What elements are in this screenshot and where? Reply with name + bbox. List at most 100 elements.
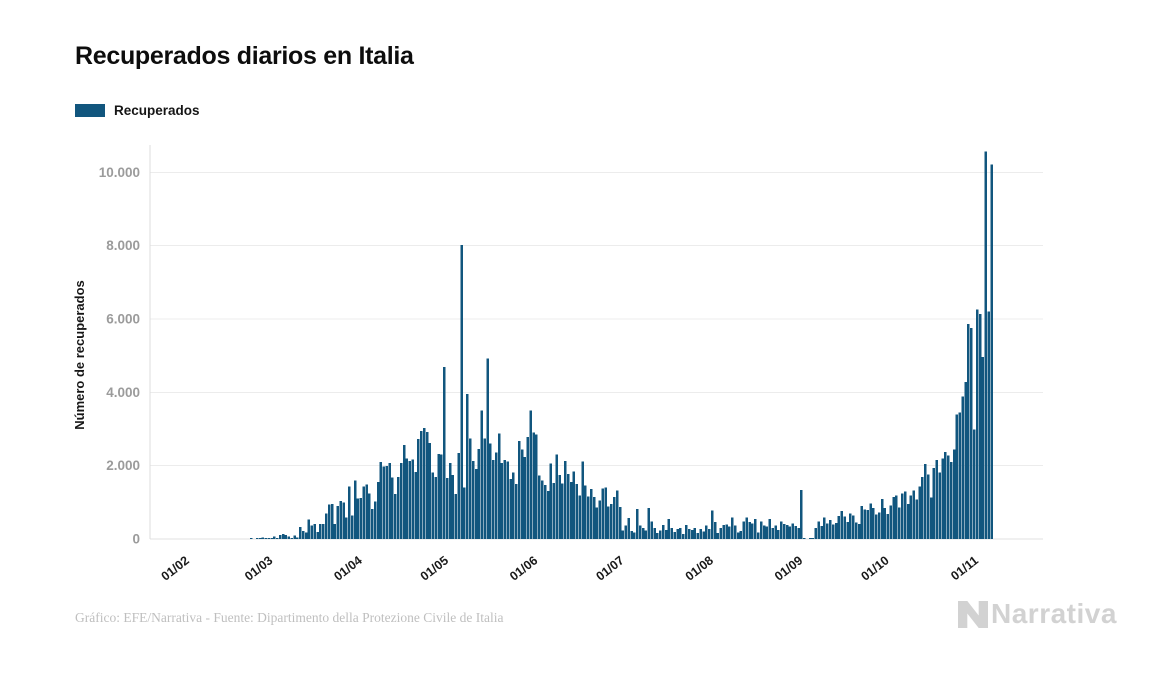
bar [762,525,766,539]
bar [883,508,887,539]
bar [748,521,751,539]
bar [451,475,455,539]
bar [457,452,460,539]
narrativa-logo: Narrativa [958,598,1117,630]
bar [618,507,622,539]
bar [756,532,760,539]
bar [296,537,299,539]
bar [278,534,282,539]
bar [949,462,953,539]
bar [636,508,639,539]
x-tick-label: 01/03 [242,553,275,583]
bar [679,527,682,539]
bar [552,483,556,539]
bar [785,524,789,539]
bar [621,530,625,539]
bar [402,445,406,539]
bar [336,506,340,539]
bar [373,501,377,539]
x-tick-label: 01/10 [858,553,891,583]
x-tick-label: 01/09 [772,553,805,583]
bar [474,469,478,539]
y-tick-label: 10.000 [99,165,140,180]
bar [379,462,383,539]
bar [492,459,495,539]
bar [725,524,728,539]
bar [693,527,697,539]
bar [445,477,449,539]
bar [854,522,858,539]
bar [535,434,538,539]
bar [863,509,867,539]
bar [350,515,354,539]
bar [682,533,685,539]
bar [607,506,610,539]
bar [494,452,498,539]
bar [322,523,325,539]
bar [846,522,849,539]
bar [926,474,930,539]
y-tick-label: 4.000 [106,385,140,400]
bar [414,472,417,539]
bar [529,410,532,539]
bar [935,459,939,539]
bar [811,538,815,539]
bar [327,504,331,539]
bar [814,527,818,539]
bar [889,505,892,539]
bar [422,427,426,539]
bar [650,521,653,539]
bar [270,537,273,539]
bar [952,449,956,539]
bar [480,410,484,539]
bar [972,429,976,539]
bar [612,496,616,539]
bar [428,442,432,539]
bar [736,532,740,539]
page-title: Recuperados diarios en Italia [75,42,414,70]
bar [489,443,492,539]
bar [967,324,970,539]
bar [837,516,841,539]
bar [820,526,823,539]
bar [944,452,947,539]
bar [875,514,878,539]
bar [984,151,988,539]
bar [831,524,835,539]
bar [906,504,910,539]
bar [794,526,797,539]
bar [699,528,702,539]
legend: Recuperados [75,103,200,118]
bar [880,499,884,539]
bar [356,498,360,539]
bar [759,521,763,539]
y-tick-label: 6.000 [106,312,140,327]
bar [872,507,875,539]
bar [523,456,527,539]
bar [598,500,602,539]
bar [834,522,838,539]
bar [466,394,469,539]
bar [961,396,964,539]
bar [915,499,918,539]
bar [543,484,547,539]
bar [615,490,619,539]
bar [258,538,262,539]
bar [437,454,440,539]
bar [592,497,596,539]
bar [705,525,708,539]
bar [719,528,723,539]
x-tick-label: 01/06 [507,553,540,583]
bar [425,431,429,539]
bar [918,486,921,539]
bar [486,358,489,539]
bar [581,461,584,539]
bar [287,536,291,539]
y-axis-label: Número de recuperados [72,280,87,430]
x-tick-label: 01/04 [331,553,364,583]
bar [333,524,337,539]
x-tick-label: 01/11 [948,553,981,583]
x-tick-label: 01/07 [593,553,626,583]
bar [276,538,279,539]
bar [468,438,472,539]
